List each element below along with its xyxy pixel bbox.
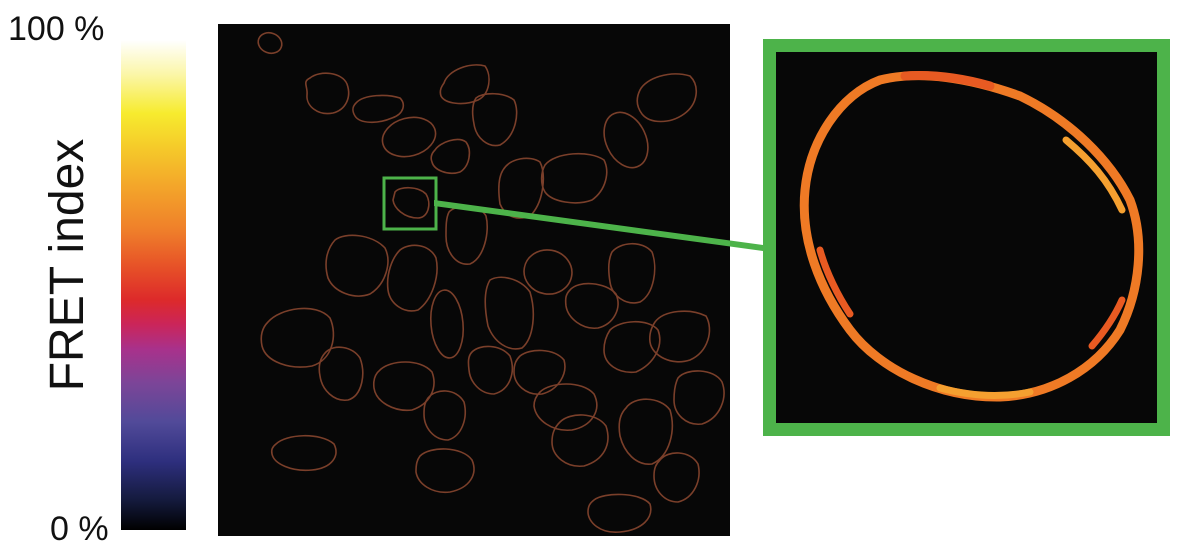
- colorbar-min-label: 0 %: [50, 510, 109, 548]
- cell-outline-image: [218, 24, 730, 536]
- colorbar-max-label: 100 %: [8, 10, 105, 48]
- colorbar-title: FRET index: [41, 138, 94, 392]
- colorbar: [121, 40, 186, 530]
- zoom-inset-frame: [763, 39, 1170, 436]
